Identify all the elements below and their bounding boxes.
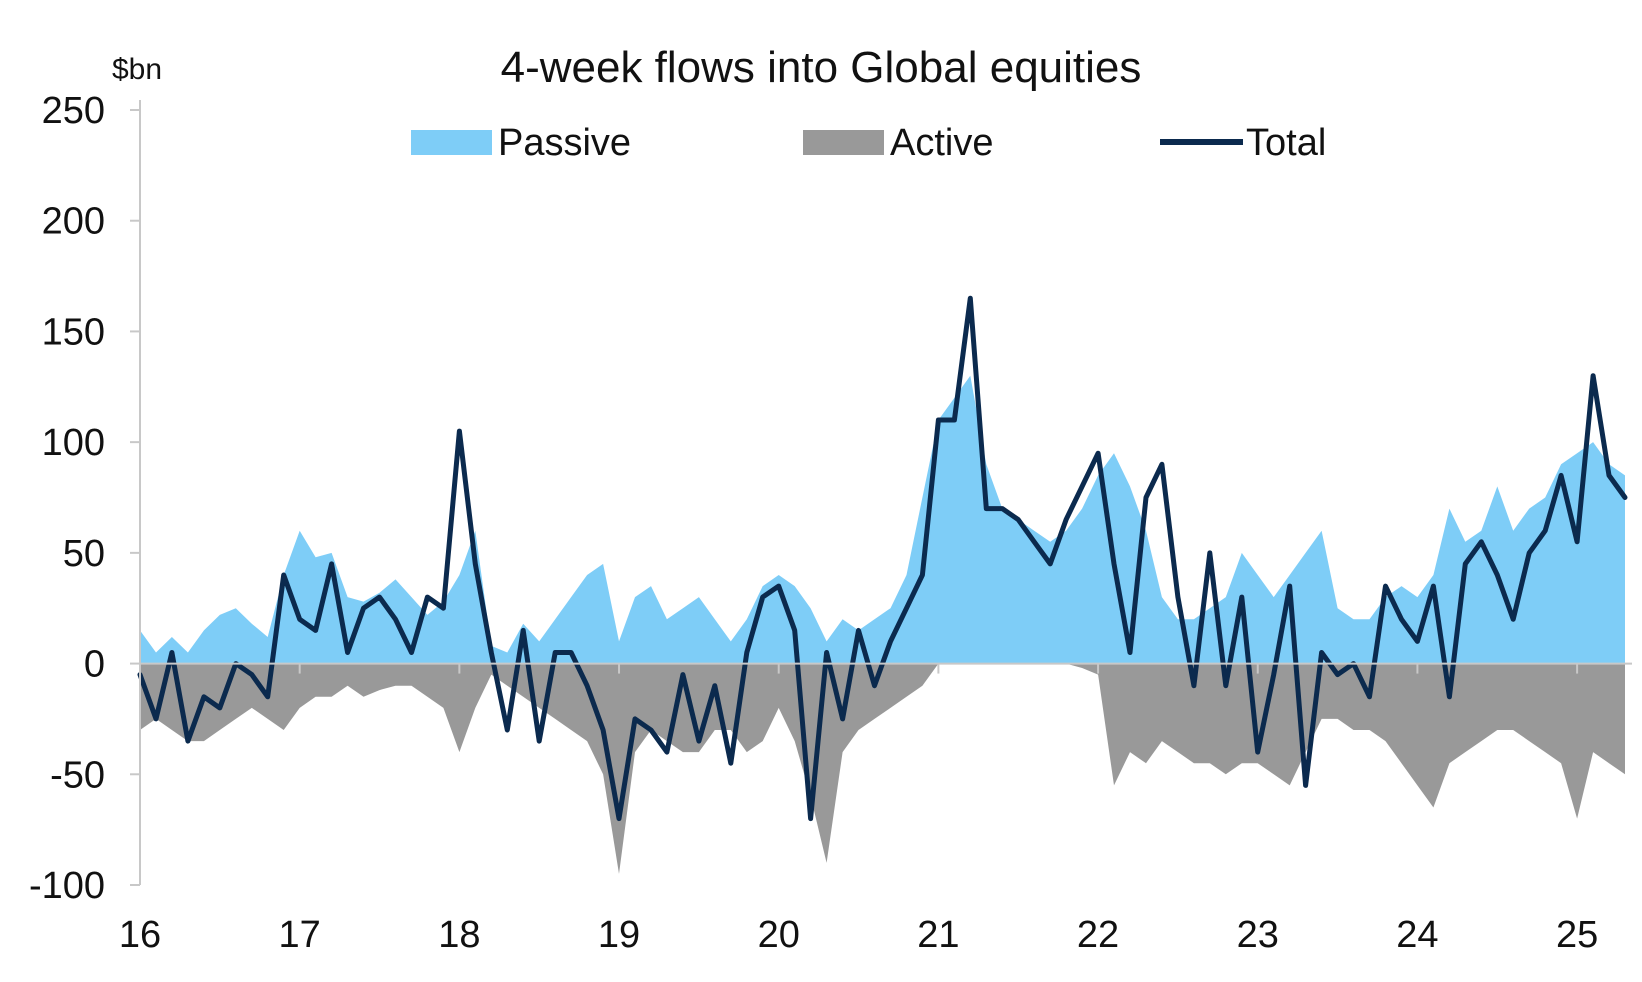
x-tick-label: 24 — [1396, 914, 1438, 956]
series-area-active — [140, 663, 1625, 874]
y-tick-label: -50 — [50, 754, 105, 796]
legend: Passive Active Total — [411, 122, 1326, 164]
x-axis-ticks: 16 17 18 19 20 21 22 23 24 25 — [119, 663, 1598, 956]
series-area-passive — [140, 375, 1625, 664]
legend-label-passive: Passive — [498, 122, 631, 164]
y-tick-label: 250 — [42, 90, 105, 132]
x-tick-label: 18 — [438, 914, 480, 956]
y-tick-label: 150 — [42, 311, 105, 353]
x-tick-label: 19 — [598, 914, 640, 956]
x-tick-label: 17 — [279, 914, 321, 956]
y-axis-unit-label: $bn — [112, 53, 162, 86]
legend-swatch-active — [803, 130, 884, 155]
chart-title: 4-week flows into Global equities — [501, 43, 1142, 92]
y-tick-label: 200 — [42, 201, 105, 243]
y-tick-label: 0 — [84, 644, 105, 686]
x-tick-label: 25 — [1556, 914, 1598, 956]
legend-label-active: Active — [890, 122, 993, 164]
y-axis-ticks: 250 200 150 100 50 0 -50 -100 — [29, 90, 140, 907]
y-tick-label: 50 — [63, 533, 105, 575]
y-tick-label: -100 — [29, 865, 105, 907]
x-tick-label: 22 — [1077, 914, 1119, 956]
x-tick-label: 16 — [119, 914, 161, 956]
x-tick-label: 21 — [917, 914, 959, 956]
legend-swatch-passive — [411, 130, 492, 155]
x-tick-label: 20 — [758, 914, 800, 956]
axes — [139, 100, 1632, 885]
legend-label-total: Total — [1246, 122, 1326, 164]
y-tick-label: 100 — [42, 422, 105, 464]
x-tick-label: 23 — [1237, 914, 1279, 956]
plot-area — [137, 295, 1628, 874]
